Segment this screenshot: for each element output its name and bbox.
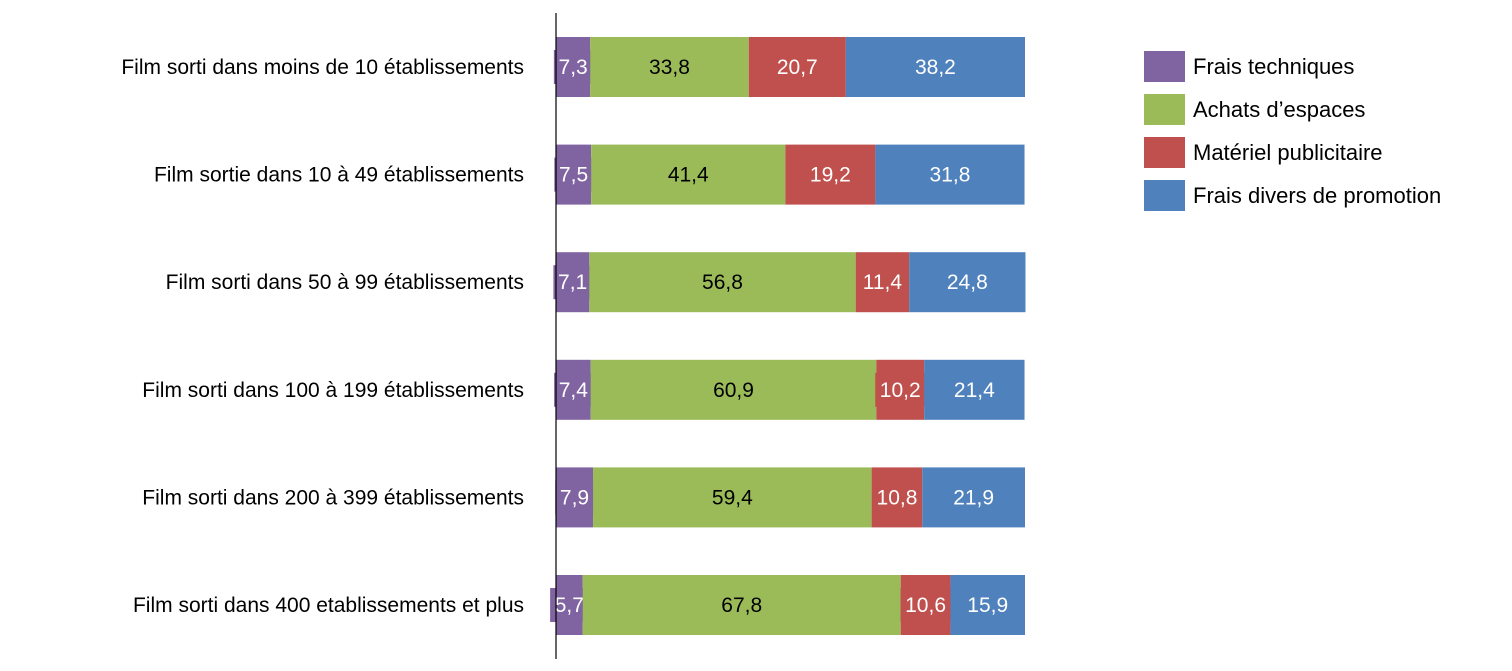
bars: 7,3 33,8 20,7 38,2 7,5 41,4 19,2 31,8 7,1 56,8 11,… — [550, 37, 1026, 635]
bar-segment — [589, 252, 856, 313]
data-label: 10,6 — [905, 594, 946, 617]
category-label: Film sorti dans 400 etablissements et pl… — [133, 594, 524, 617]
legend-item: Achats d’espaces — [1144, 88, 1441, 131]
data-label-background — [553, 265, 592, 300]
legend-label: Achats d’espaces — [1193, 96, 1366, 122]
data-label-background — [555, 480, 594, 515]
bar-segment — [855, 252, 910, 313]
bar-segment — [950, 575, 1025, 635]
data-label: 7,1 — [558, 271, 587, 294]
legend-item: Frais techniques — [1144, 45, 1441, 88]
data-label-background — [554, 157, 593, 192]
category-label: Film sorti dans 200 à 399 établissements — [142, 486, 524, 509]
data-label: 21,9 — [953, 486, 994, 509]
category-label: Film sorti dans 100 à 199 établissements — [142, 379, 524, 402]
data-label: 20,7 — [777, 56, 818, 79]
data-label: 56,8 — [702, 271, 743, 294]
data-label: 67,8 — [721, 594, 762, 617]
data-label-background — [875, 372, 926, 407]
legend-label: Frais techniques — [1193, 53, 1355, 79]
data-label-background — [900, 588, 951, 622]
data-label: 10,2 — [880, 379, 921, 402]
data-label: 24,8 — [947, 271, 988, 294]
data-label: 5,7 — [555, 594, 584, 617]
data-label: 59,4 — [712, 486, 753, 509]
legend-swatch — [1144, 51, 1185, 82]
bar-segment — [922, 467, 1025, 528]
bar-segment — [875, 144, 1025, 205]
data-label: 7,9 — [560, 486, 589, 509]
data-label-background — [554, 372, 593, 407]
legend-swatch — [1144, 94, 1185, 125]
category-label: Film sorti dans moins de 10 établissemen… — [121, 56, 524, 79]
bar-segment — [871, 467, 923, 528]
data-label: 41,4 — [668, 164, 709, 187]
bar-segment — [593, 467, 872, 528]
data-label: 31,8 — [930, 164, 971, 187]
data-label-background — [553, 50, 593, 84]
data-label: 38,2 — [915, 56, 956, 79]
bar-segment — [924, 359, 1025, 420]
legend-label: Matériel publicitaire — [1193, 139, 1383, 165]
legend-item: Frais divers de promotion — [1144, 174, 1441, 217]
legend-label: Frais divers de promotion — [1193, 182, 1442, 208]
legend-item: Matériel publicitaire — [1144, 131, 1441, 174]
data-label: 19,2 — [810, 164, 851, 187]
data-label: 7,5 — [559, 164, 588, 187]
category-label: Film sortie dans 10 à 49 établissements — [154, 164, 524, 187]
bar-segment — [591, 144, 786, 205]
data-label: 7,3 — [559, 56, 588, 79]
bar-segment — [785, 144, 876, 205]
data-label: 33,8 — [649, 56, 690, 79]
data-label: 21,4 — [954, 379, 995, 402]
bar-segment — [590, 37, 749, 97]
legend-swatch — [1144, 137, 1185, 168]
bar-segment — [590, 359, 877, 420]
data-label: 7,4 — [559, 379, 589, 402]
bar-segment — [748, 37, 846, 97]
legend: Frais techniques Achats d’espaces Matériel… — [1144, 45, 1441, 217]
bar-segment — [582, 575, 901, 635]
bar-segment — [845, 37, 1025, 97]
data-label: 15,9 — [967, 594, 1008, 617]
data-label: 11,4 — [863, 271, 903, 294]
data-label: 10,8 — [877, 486, 918, 509]
category-label: Film sorti dans 50 à 99 établissements — [166, 271, 524, 294]
data-label: 60,9 — [713, 379, 754, 402]
bar-segment — [909, 252, 1026, 313]
category-labels: Film sorti dans moins de 10 établissemen… — [121, 56, 524, 617]
legend-swatch — [1144, 180, 1185, 211]
